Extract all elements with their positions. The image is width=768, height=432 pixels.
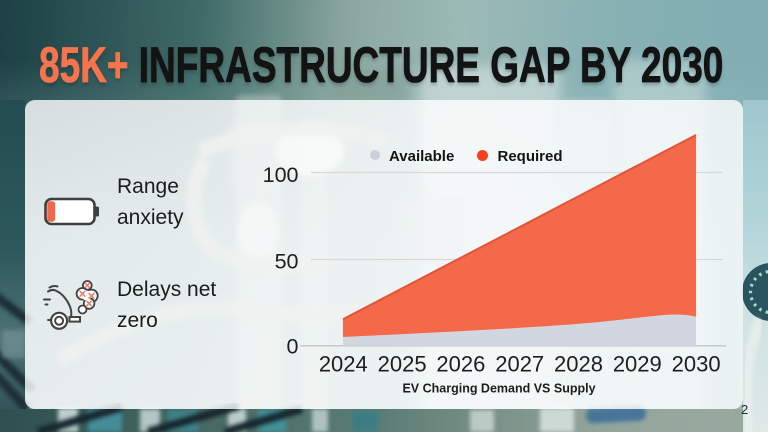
svg-text:100: 100: [263, 163, 299, 187]
svg-text:0: 0: [287, 335, 299, 359]
svg-text:50: 50: [275, 249, 299, 273]
svg-text:2028: 2028: [554, 352, 603, 377]
svg-text:2025: 2025: [378, 352, 427, 377]
svg-text:2029: 2029: [613, 352, 662, 377]
svg-text:2024: 2024: [319, 352, 368, 377]
svg-text:2030: 2030: [672, 352, 721, 377]
svg-text:2027: 2027: [495, 352, 544, 377]
svg-text:EV Charging Demand VS Supply: EV Charging Demand VS Supply: [402, 382, 595, 396]
svg-text:2026: 2026: [436, 352, 485, 377]
